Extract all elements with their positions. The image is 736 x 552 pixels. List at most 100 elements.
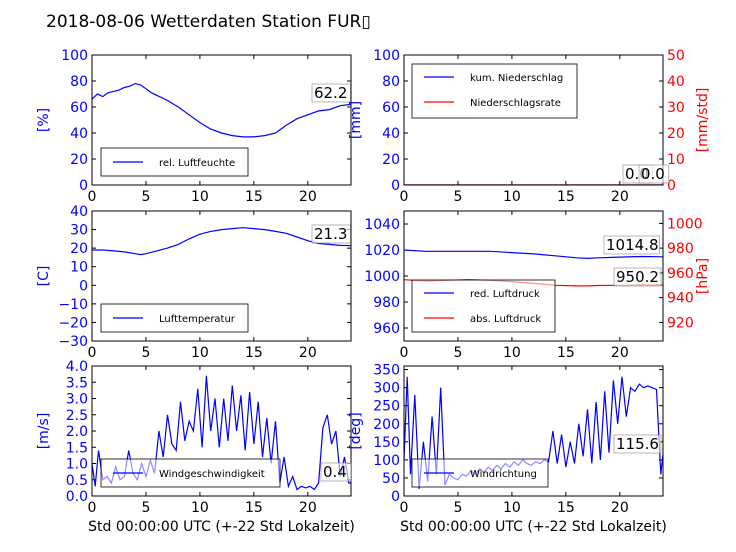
y-axis-label-right: [hPa] bbox=[695, 258, 711, 294]
x-tick-label: 10 bbox=[503, 189, 521, 205]
y-tick-label: 100 bbox=[61, 48, 88, 64]
x-tick-label: 0 bbox=[400, 189, 409, 205]
value-annotation: 950.2 bbox=[616, 268, 659, 286]
legend-label: rel. Luftfeuchte bbox=[159, 158, 235, 169]
value-annotation: 62.2 bbox=[314, 84, 347, 102]
x-tick-label: 20 bbox=[299, 189, 317, 205]
y-axis-label-right: [mm/std] bbox=[695, 88, 711, 153]
y-tick-label-right: 40 bbox=[667, 74, 685, 90]
y-tick-label: 0 bbox=[391, 178, 400, 194]
y-tick-label: 2.0 bbox=[66, 424, 88, 440]
value-annotation-box bbox=[603, 235, 660, 255]
plot-frame bbox=[91, 210, 352, 342]
y-axis-label: [C] bbox=[36, 266, 52, 287]
plot-frame bbox=[403, 54, 664, 186]
y-tick-label: 40 bbox=[70, 204, 88, 220]
value-annotation: 21.3 bbox=[314, 225, 347, 243]
value-annotation-box bbox=[613, 267, 662, 287]
chart-humidity: 0 5 10 15 20 0 20 40 60 80 100 [%] rel. Luftfeuchte 6… bbox=[36, 48, 352, 205]
legend-frame bbox=[411, 279, 556, 333]
value-annotation: 1014.8 bbox=[606, 236, 659, 254]
legend: red. Luftdruck abs. Luftdruck bbox=[411, 279, 556, 333]
y-axis-label: [m/s] bbox=[36, 413, 52, 450]
legend: Windgeschwindigkeit bbox=[100, 458, 281, 488]
value-annotation-box bbox=[613, 434, 662, 454]
legend: Lufttemperatur bbox=[100, 303, 249, 333]
y-axis-label: [%] bbox=[36, 108, 52, 132]
legend: rel. Luftfeuchte bbox=[100, 147, 249, 177]
x-axis-label: Std 00:00:00 UTC (+-22 Std Lokalzeit) bbox=[400, 519, 667, 535]
y-tick-label: 350 bbox=[373, 363, 400, 379]
legend: kum. Niederschlag Niederschlagsrate bbox=[411, 63, 578, 119]
y-tick-label: 0.5 bbox=[66, 473, 88, 489]
legend-label: Lufttemperatur bbox=[159, 314, 236, 325]
series-line bbox=[404, 249, 663, 260]
x-tick-label: 20 bbox=[299, 500, 317, 516]
legend-label: kum. Niederschlag bbox=[470, 73, 563, 84]
value-annotation: 0.0 bbox=[641, 165, 665, 183]
plot-frame bbox=[403, 365, 664, 497]
x-axis-label: Std 00:00:00 UTC (+-22 Std Lokalzeit) bbox=[88, 519, 355, 535]
y-tick-label-right: 940 bbox=[667, 291, 694, 307]
x-tick-label: 0 bbox=[88, 189, 97, 205]
x-tick-label: 15 bbox=[557, 500, 575, 516]
value-annotation-box bbox=[311, 83, 351, 103]
y-tick-label: 40 bbox=[382, 126, 400, 142]
y-tick-label: 100 bbox=[373, 48, 400, 64]
y-tick-label: 0 bbox=[391, 489, 400, 505]
value-annotation-box bbox=[320, 462, 352, 482]
plot-frame bbox=[91, 365, 352, 497]
x-tick-label: 20 bbox=[611, 189, 629, 205]
chart-temperature: 0 5 10 15 20 −30 −20 −10 0 10 20 30 40 [C] Lufttempera… bbox=[36, 204, 352, 361]
y-tick-label-right: 920 bbox=[667, 315, 694, 331]
y-tick-label-right: 50 bbox=[667, 48, 685, 64]
x-tick-label: 5 bbox=[141, 189, 150, 205]
y-axis-label: [deg] bbox=[348, 412, 364, 449]
y-tick-label: 0 bbox=[79, 278, 88, 294]
y-tick-label: 20 bbox=[70, 152, 88, 168]
y-tick-label: 960 bbox=[373, 321, 400, 337]
x-tick-label: 10 bbox=[191, 189, 209, 205]
x-tick-label: 15 bbox=[557, 189, 575, 205]
y-tick-label: 200 bbox=[373, 417, 400, 433]
y-tick-label-right: 1000 bbox=[667, 216, 703, 232]
y-tick-label: 1.5 bbox=[66, 440, 88, 456]
y-tick-label: 80 bbox=[382, 74, 400, 90]
legend-label: Windgeschwindigkeit bbox=[159, 469, 265, 480]
y-tick-label: 4.0 bbox=[66, 359, 88, 375]
page-title: 2018-08-06 Wetterdaten Station FUR▯ bbox=[46, 12, 371, 32]
legend-label: Windrichtung bbox=[470, 469, 537, 480]
x-tick-label: 0 bbox=[400, 500, 409, 516]
plot-frame bbox=[91, 54, 352, 186]
y-tick-label: −20 bbox=[58, 315, 88, 331]
y-tick-label: 10 bbox=[70, 260, 88, 276]
y-tick-label-right: 20 bbox=[667, 126, 685, 142]
y-tick-label: 60 bbox=[382, 100, 400, 116]
y-tick-label: 980 bbox=[373, 295, 400, 311]
y-tick-label: 40 bbox=[70, 126, 88, 142]
x-tick-label: 10 bbox=[503, 500, 521, 516]
y-tick-label: 250 bbox=[373, 399, 400, 415]
y-tick-label-right: 960 bbox=[667, 266, 694, 282]
value-annotation-box bbox=[638, 164, 670, 184]
x-tick-label: 10 bbox=[191, 345, 209, 361]
y-tick-label: 0.0 bbox=[66, 489, 88, 505]
chart-pressure: 0 5 10 15 20 960 980 1000 1020 1040 920 940 960 980 10… bbox=[364, 210, 711, 361]
y-tick-label: 150 bbox=[373, 435, 400, 451]
x-tick-label: 20 bbox=[611, 345, 629, 361]
x-tick-label: 10 bbox=[503, 345, 521, 361]
x-tick-label: 20 bbox=[299, 345, 317, 361]
y-tick-label: 30 bbox=[70, 223, 88, 239]
y-tick-label: 3.5 bbox=[66, 375, 88, 391]
x-tick-label: 0 bbox=[400, 345, 409, 361]
y-tick-label: 1040 bbox=[364, 217, 400, 233]
x-tick-label: 0 bbox=[88, 345, 97, 361]
legend-label: abs. Luftdruck bbox=[470, 314, 541, 325]
y-tick-label: 1000 bbox=[364, 269, 400, 285]
value-annotation: 0.4 bbox=[323, 463, 347, 481]
y-tick-label: 20 bbox=[382, 152, 400, 168]
y-tick-label: −30 bbox=[58, 334, 88, 350]
y-tick-label-right: 10 bbox=[667, 152, 685, 168]
x-tick-label: 15 bbox=[245, 500, 263, 516]
